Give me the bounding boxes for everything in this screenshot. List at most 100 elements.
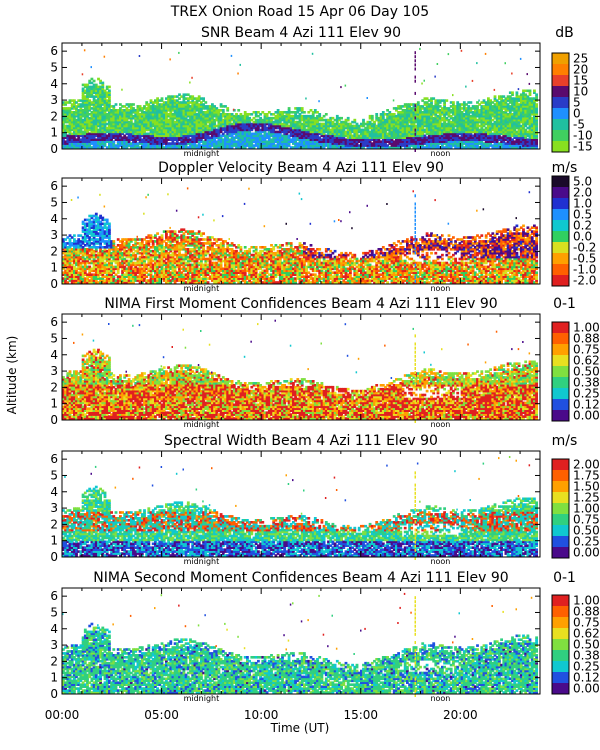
colorbar-swatch <box>552 536 569 547</box>
midnight-marker: midnight <box>184 420 220 429</box>
midnight-marker: midnight <box>184 694 220 703</box>
colorbar-swatch <box>552 410 569 421</box>
colorbar-swatch <box>552 187 569 198</box>
colorbar: 5.02.01.00.50.20.0-0.2-0.5-1.0-2.0 <box>552 175 596 288</box>
y-tick-label: 5 <box>50 605 58 619</box>
y-tick-label: 1 <box>50 671 58 685</box>
colorbar-swatch <box>552 275 569 286</box>
panel-1: SNR Beam 4 Azi 111 Elev 90 dB0123456midni… <box>50 25 592 158</box>
y-tick-label: 3 <box>50 501 58 515</box>
noon-marker: noon <box>430 149 450 158</box>
colorbar-tick-label: 0.00 <box>573 409 600 423</box>
colorbar-swatch <box>552 355 569 366</box>
colorbar-swatch <box>552 628 569 639</box>
y-tick-label: 2 <box>50 244 58 258</box>
x-tick-label: 05:00 <box>144 708 179 722</box>
y-tick-label: 0 <box>50 277 58 291</box>
y-tick-label: 1 <box>50 397 58 411</box>
colorbar-swatch <box>552 242 569 253</box>
colorbar-swatch <box>552 198 569 209</box>
colorbar-tick-label: 0.00 <box>573 546 600 560</box>
colorbar-swatch <box>552 119 569 130</box>
y-tick-label: 3 <box>50 228 58 242</box>
panel-title: NIMA Second Moment Confidences Beam 4 Az… <box>93 570 508 586</box>
panel-title: SNR Beam 4 Azi 111 Elev 90 <box>201 25 401 41</box>
noon-marker: noon <box>430 694 450 703</box>
midnight-marker: midnight <box>184 557 220 566</box>
midnight-marker: midnight <box>184 149 220 158</box>
colorbar-swatch <box>552 514 569 525</box>
colorbar-swatch <box>552 650 569 661</box>
colorbar-swatch <box>552 64 569 75</box>
y-axis-label: Altitude (km) <box>5 336 19 415</box>
colorbar-swatch <box>552 141 569 152</box>
colorbar-unit: m/s <box>552 433 578 449</box>
y-tick-label: 0 <box>50 687 58 701</box>
panel-2: Doppler Velocity Beam 4 Azi 111 Elev 90 m… <box>50 160 596 293</box>
y-tick-label: 1 <box>50 534 58 548</box>
y-tick-label: 5 <box>50 468 58 482</box>
colorbar-swatch <box>552 231 569 242</box>
y-tick-label: 6 <box>50 452 58 466</box>
x-tick-label: 00:00 <box>45 708 80 722</box>
y-tick-label: 5 <box>50 195 58 209</box>
colorbar-unit: 0-1 <box>553 296 576 312</box>
colorbar: 1.000.880.750.620.500.380.250.120.00 <box>552 321 600 423</box>
y-tick-label: 2 <box>50 654 58 668</box>
colorbar-unit: 0-1 <box>553 570 576 586</box>
colorbar-swatch <box>552 503 569 514</box>
y-tick-label: 3 <box>50 93 58 107</box>
heatmap-cells <box>62 593 538 697</box>
colorbar-swatch <box>552 209 569 220</box>
colorbar-swatch <box>552 97 569 108</box>
noon-marker: noon <box>430 557 450 566</box>
colorbar-swatch <box>552 333 569 344</box>
panel-title: NIMA First Moment Confidences Beam 4 Azi… <box>104 296 497 312</box>
x-axis-label: Time (UT) <box>270 721 330 735</box>
y-tick-label: 0 <box>50 142 58 156</box>
colorbar-swatch <box>552 617 569 628</box>
figure-title: TREX Onion Road 15 Apr 06 Day 105 <box>170 4 429 20</box>
colorbar-swatch <box>552 53 569 64</box>
colorbar-swatch <box>552 481 569 492</box>
colorbar-swatch <box>552 595 569 606</box>
y-tick-label: 4 <box>50 348 58 362</box>
colorbar-unit: dB <box>555 25 574 41</box>
midnight-marker: midnight <box>184 284 220 293</box>
y-tick-label: 3 <box>50 638 58 652</box>
noon-marker: noon <box>430 420 450 429</box>
y-tick-label: 4 <box>50 485 58 499</box>
panel-3: NIMA First Moment Confidences Beam 4 Azi… <box>50 296 599 429</box>
y-tick-label: 6 <box>50 179 58 193</box>
y-tick-label: 4 <box>50 77 58 91</box>
colorbar-swatch <box>552 220 569 231</box>
colorbar-swatch <box>552 459 569 470</box>
y-tick-label: 4 <box>50 622 58 636</box>
colorbar-swatch <box>552 492 569 503</box>
colorbar-swatch <box>552 399 569 410</box>
colorbar-swatch <box>552 377 569 388</box>
x-tick-label: 15:00 <box>343 708 378 722</box>
x-tick-label: 10:00 <box>244 708 279 722</box>
colorbar-swatch <box>552 322 569 333</box>
colorbar-swatch <box>552 525 569 536</box>
y-tick-label: 5 <box>50 331 58 345</box>
colorbar-swatch <box>552 683 569 694</box>
panel-title: Doppler Velocity Beam 4 Azi 111 Elev 90 <box>158 160 444 176</box>
panel-title: Spectral Width Beam 4 Azi 111 Elev 90 <box>164 433 438 449</box>
y-tick-label: 1 <box>50 261 58 275</box>
colorbar-swatch <box>552 547 569 558</box>
heatmap-cells <box>62 48 538 152</box>
colorbar-swatch <box>552 639 569 650</box>
colorbar-swatch <box>552 606 569 617</box>
heatmap-cells <box>62 320 538 423</box>
colorbar-swatch <box>552 661 569 672</box>
colorbar-swatch <box>552 344 569 355</box>
y-tick-label: 6 <box>50 589 58 603</box>
y-tick-label: 3 <box>50 364 58 378</box>
heatmap-cells <box>62 456 538 560</box>
colorbar: 1.000.880.750.620.500.380.250.120.00 <box>552 594 600 696</box>
y-tick-label: 5 <box>50 60 58 74</box>
